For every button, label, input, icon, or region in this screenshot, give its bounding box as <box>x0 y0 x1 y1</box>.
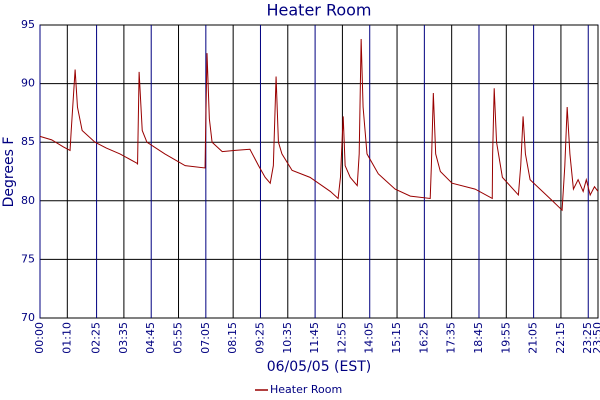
y-tick-label: 75 <box>21 252 35 265</box>
x-tick-label: 22:15 <box>554 322 567 354</box>
x-tick-label: 08:15 <box>226 322 239 354</box>
legend-label: Heater Room <box>270 383 342 396</box>
x-tick-label: 23:25 <box>581 322 594 354</box>
x-tick-label: 17:35 <box>445 322 458 354</box>
x-tick-label: 05:55 <box>172 322 185 354</box>
y-tick-label: 80 <box>21 194 35 207</box>
x-tick-label: 11:45 <box>308 322 321 354</box>
data-line <box>39 39 599 212</box>
x-tick-label: 03:35 <box>117 322 130 354</box>
x-tick-label: 10:35 <box>281 322 294 354</box>
x-tick-label: 02:25 <box>90 322 103 354</box>
y-tick-label: 90 <box>21 77 35 90</box>
x-tick-label: 12:55 <box>335 322 348 354</box>
x-tick-label: 18:45 <box>472 322 485 354</box>
x-tick-label: 16:25 <box>417 322 430 354</box>
x-tick-label: 01:10 <box>60 322 73 354</box>
plot-area <box>39 24 599 319</box>
y-tick-label: 70 <box>21 311 35 324</box>
x-tick-label: 19:55 <box>499 322 512 354</box>
chart-title: Heater Room <box>266 1 371 20</box>
x-tick-label: 15:15 <box>390 322 403 354</box>
x-tick-label: 00:00 <box>33 322 46 354</box>
y-tick-label: 95 <box>21 18 35 31</box>
x-tick-label: 07:05 <box>199 322 212 354</box>
y-axis-title: Degrees F <box>1 137 17 208</box>
x-tick-label: 04:45 <box>144 322 157 354</box>
y-tick-label: 85 <box>21 135 35 148</box>
x-axis-title: 06/05/05 (EST) <box>267 359 372 375</box>
x-tick-label: 21:05 <box>527 322 540 354</box>
x-tick-label: 23:50 <box>591 322 600 354</box>
x-tick-label: 14:05 <box>363 322 376 354</box>
x-tick-label: 09:25 <box>253 322 266 354</box>
